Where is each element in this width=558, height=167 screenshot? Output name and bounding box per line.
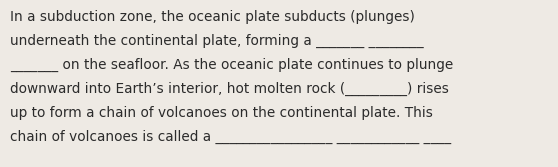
Text: downward into Earth’s interior, hot molten rock (_________) rises: downward into Earth’s interior, hot molt… bbox=[10, 82, 449, 96]
Text: underneath the continental plate, forming a _______ ________: underneath the continental plate, formin… bbox=[10, 34, 424, 48]
Text: _______ on the seafloor. As the oceanic plate continues to plunge: _______ on the seafloor. As the oceanic … bbox=[10, 58, 453, 72]
Text: chain of volcanoes is called a _________________ ____________ ____: chain of volcanoes is called a _________… bbox=[10, 130, 451, 144]
Text: In a subduction zone, the oceanic plate subducts (plunges): In a subduction zone, the oceanic plate … bbox=[10, 10, 415, 24]
Text: up to form a chain of volcanoes on the continental plate. This: up to form a chain of volcanoes on the c… bbox=[10, 106, 433, 120]
